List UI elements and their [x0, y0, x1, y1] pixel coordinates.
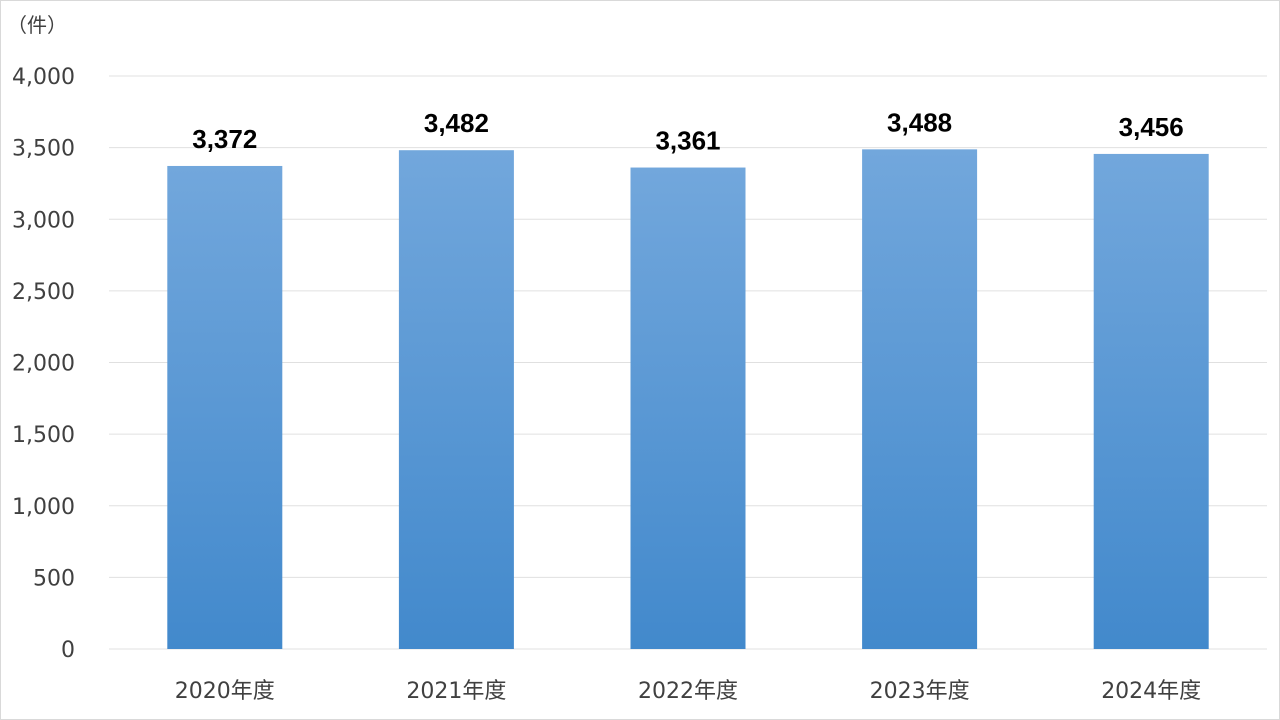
x-axis-categories: 2020年度 2021年度 2022年度 2023年度 2024年度 [175, 679, 1201, 704]
x-category-label: 2023年度 [870, 679, 970, 704]
x-category-label: 2024年度 [1101, 679, 1201, 704]
y-axis-ticks: 0 500 1,000 1,500 2,000 2,500 3,000 3,500 4,000 [12, 65, 75, 663]
bar [167, 165, 283, 649]
x-category-label: 2022年度 [638, 679, 738, 704]
y-tick-label: 500 [33, 566, 75, 591]
bar [630, 167, 746, 649]
bar [398, 150, 514, 650]
data-labels: 3,372 3,482 3,361 3,488 3,456 [192, 107, 1183, 155]
bar-data-label: 3,482 [424, 108, 489, 138]
y-tick-label: 1,500 [12, 423, 75, 448]
bar [1093, 153, 1209, 650]
y-tick-label: 3,500 [12, 137, 75, 162]
y-tick-label: 4,000 [12, 65, 75, 90]
bar-data-label: 3,456 [1119, 112, 1184, 142]
bar-data-label: 3,361 [655, 126, 720, 156]
y-unit-label: （件） [7, 13, 67, 37]
x-category-label: 2020年度 [175, 679, 275, 704]
y-tick-label: 3,000 [12, 208, 75, 233]
bar-data-label: 3,372 [192, 124, 257, 154]
bars [167, 149, 1209, 650]
bar-data-label: 3,488 [887, 107, 952, 137]
x-category-label: 2021年度 [406, 679, 506, 704]
bar [862, 149, 978, 649]
y-tick-label: 0 [61, 638, 75, 663]
y-tick-label: 2,500 [12, 280, 75, 305]
y-tick-label: 1,000 [12, 495, 75, 520]
y-tick-label: 2,000 [12, 352, 75, 377]
